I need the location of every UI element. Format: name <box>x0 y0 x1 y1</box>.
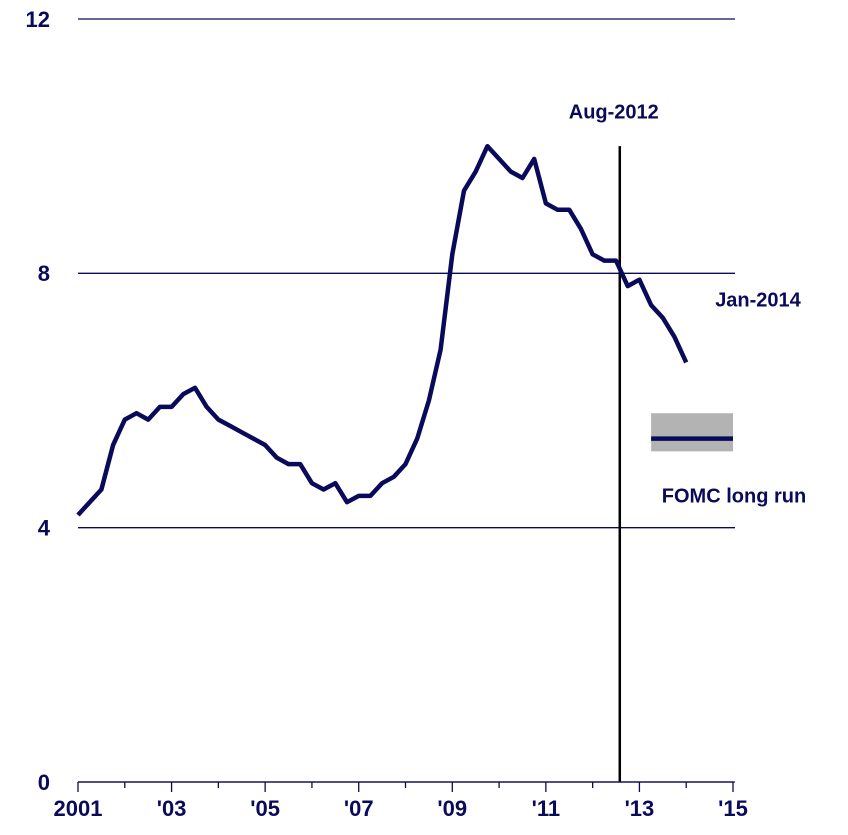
end-label: Jan-2014 <box>715 289 801 311</box>
long-run-band <box>651 413 733 452</box>
x-tick-label: '13 <box>625 796 655 821</box>
x-tick-label: '07 <box>344 796 374 821</box>
x-tick-label: 2001 <box>54 796 103 821</box>
y-tick-label: 8 <box>38 261 50 286</box>
x-tick-label: '05 <box>250 796 280 821</box>
long-run-label: FOMC long run <box>662 485 806 507</box>
data-line <box>76 143 689 517</box>
event-label: Aug-2012 <box>569 101 659 123</box>
y-tick-label: 12 <box>26 7 50 32</box>
y-tick-label: 4 <box>38 515 51 540</box>
x-tick-label: '03 <box>157 796 187 821</box>
y-tick-label: 0 <box>38 770 50 795</box>
x-tick-label: '11 <box>532 796 561 821</box>
x-tick-label: '15 <box>718 796 748 821</box>
x-tick-label: '09 <box>437 796 467 821</box>
